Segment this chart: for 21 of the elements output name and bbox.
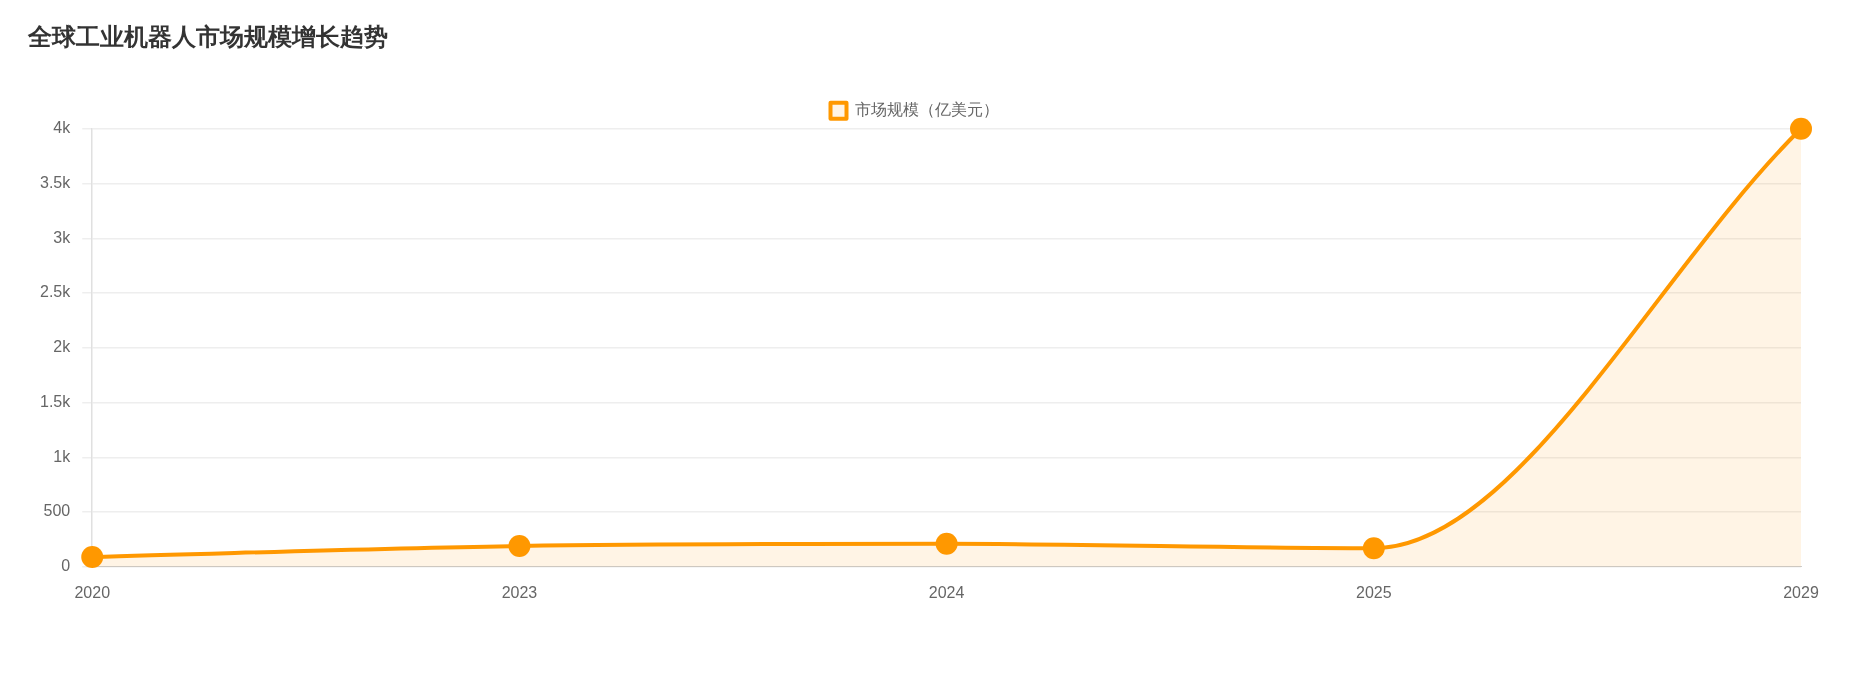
y-tick-label: 0 [61, 557, 71, 575]
point [508, 535, 531, 557]
y-tick-label: 2k [53, 338, 72, 356]
y-tick-label: 3k [53, 228, 72, 246]
point [81, 545, 104, 568]
point [1790, 117, 1812, 140]
point [935, 532, 958, 555]
x-tick-label: 2029 [1783, 583, 1819, 601]
y-tick-label: 4k [53, 119, 72, 137]
y-tick-label: 500 [43, 502, 71, 520]
x-tick-label: 2024 [928, 583, 965, 601]
point [1362, 537, 1385, 560]
chart-title: 全球工业机器人市场规模增长趋势 [27, 23, 388, 51]
y-tick-label: 3.5k [39, 173, 72, 191]
x-tick-label: 2023 [501, 583, 538, 601]
legend-label: 市场规模（亿美元） [854, 101, 999, 119]
x-tick-label: 2025 [1356, 583, 1392, 601]
y-tick-label: 2.5k [39, 283, 72, 301]
y-tick-label: 1.5k [39, 392, 72, 410]
x-tick-label: 2020 [74, 583, 111, 601]
y-tick-label: 1k [53, 447, 72, 465]
